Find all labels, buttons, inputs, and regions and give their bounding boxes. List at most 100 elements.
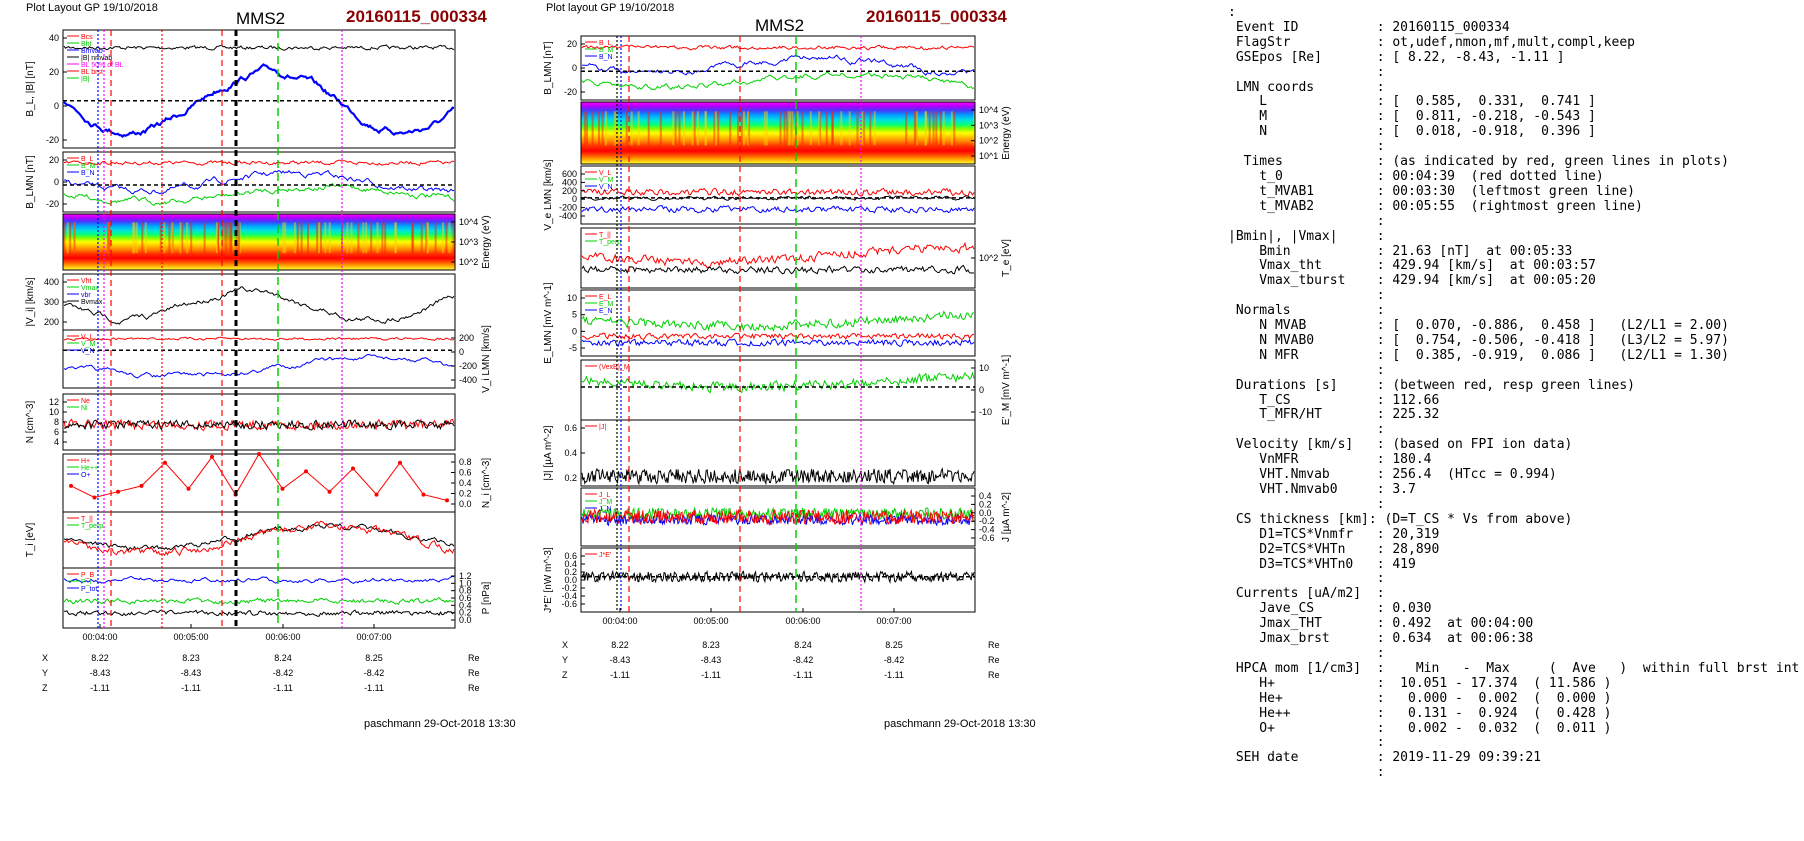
trace-red xyxy=(70,453,448,501)
position-row-label: Z xyxy=(562,670,568,680)
y-axis-label: B_LMN [nT] xyxy=(25,155,36,209)
position-value: -8.42 xyxy=(364,668,385,678)
panel-frame xyxy=(580,165,976,225)
spectrogram-streak xyxy=(69,222,72,254)
spectrogram-streak xyxy=(217,222,220,254)
spectrogram-streak xyxy=(362,222,365,254)
spectrogram-streak xyxy=(840,111,843,146)
y-tick-label: 5 xyxy=(572,310,577,320)
spectrogram-streak xyxy=(693,111,696,146)
legend-label: V_L xyxy=(599,170,612,177)
y-axis-label: J*E' [nW m^-3] xyxy=(543,547,554,613)
panel-frame xyxy=(580,359,976,421)
panel-9: 0.60.40.20.0-0.2-0.4-0.6 J*E' [nW m^-3] J*… xyxy=(543,547,976,613)
spectrogram-streak xyxy=(412,222,415,254)
x-tick-label: 00:07:00 xyxy=(876,616,911,626)
y-tick-label: 10^2 xyxy=(459,257,478,267)
legend-label: Vht xyxy=(81,278,92,285)
legend-label: V_N xyxy=(81,348,95,355)
spectrogram-streak xyxy=(445,222,448,254)
legend-label: T_perp xyxy=(81,523,103,530)
position-value: 8.24 xyxy=(794,640,812,650)
trace-black xyxy=(63,609,455,617)
panel-1: 20 0 -20 B_LMN [nT] B_LB_MB_N xyxy=(543,35,976,101)
position-value: 8.22 xyxy=(611,640,629,650)
legend-label: |J| xyxy=(599,424,606,431)
middle-event-id: 20160115_000334 xyxy=(866,7,1007,26)
spectrogram-streak xyxy=(190,222,193,254)
panel-frame xyxy=(62,29,456,149)
position-unit: Re xyxy=(988,670,1000,680)
y-axis-label: Energy (eV) xyxy=(481,215,492,268)
spectrogram-streak xyxy=(381,222,384,254)
y-tick-label: 0 xyxy=(54,177,59,187)
y-tick-label: 10 xyxy=(567,293,577,303)
panel-7: 0.80.60.40.20.0 N_i [cm^-3] H+He++O+ xyxy=(62,452,492,513)
spectrogram-streak xyxy=(238,222,240,254)
y-tick-label: -20 xyxy=(46,135,59,145)
x-tick-label: 00:05:00 xyxy=(693,616,728,626)
position-row-label: X xyxy=(562,640,568,650)
y-axis-label: |J| [µA m^-2] xyxy=(543,425,554,480)
spectrogram-streak xyxy=(316,222,319,254)
spectrogram-streak xyxy=(225,222,228,254)
y-tick-label: 0.2 xyxy=(459,608,472,618)
legend-label: B_M xyxy=(81,163,96,170)
position-value: -1.11 xyxy=(364,683,384,693)
legend-label: P_i xyxy=(81,579,92,586)
spectrogram-streak xyxy=(973,111,976,146)
y-tick-label: 20 xyxy=(567,39,577,49)
trace-green xyxy=(63,182,455,207)
spectrogram-streak xyxy=(224,222,227,254)
legend-label: Bcs xyxy=(81,34,93,41)
y-tick-label: 0.4 xyxy=(459,600,472,610)
position-row-label: X xyxy=(42,653,48,663)
y-tick-label: -200 xyxy=(559,203,577,213)
trace-black xyxy=(581,467,975,486)
x-tick-label: 00:04:00 xyxy=(602,616,637,626)
panel-8: 0.40.20.0-0.2-0.4-0.6 J [µA m^-2] J_LJ_MJ_… xyxy=(580,487,1012,547)
spectrogram-streak xyxy=(601,111,604,146)
position-row-label: Z xyxy=(42,683,48,693)
spectrogram-streak xyxy=(683,111,685,146)
panel-frame xyxy=(62,567,456,629)
y-tick-label: -400 xyxy=(559,211,577,221)
spectrogram-streak xyxy=(717,111,720,146)
spectrogram-streak xyxy=(583,111,586,146)
y-axis-label: P [nPa] xyxy=(481,581,492,614)
spectrogram-streak xyxy=(950,111,953,146)
spectrogram-streak xyxy=(613,111,616,146)
trace-green xyxy=(581,310,974,332)
legend-label: |B| nmvab xyxy=(81,55,112,62)
spectrogram-streak xyxy=(107,222,110,254)
position-value: -1.11 xyxy=(793,670,813,680)
position-row-label: Y xyxy=(562,655,568,665)
y-tick-label: 0 xyxy=(572,326,577,336)
position-value: -1.11 xyxy=(884,670,904,680)
y-tick-label: 400 xyxy=(44,277,59,287)
spectrogram-streak xyxy=(357,222,360,254)
spectrogram-streak xyxy=(856,111,859,146)
spectrogram-streak xyxy=(791,111,794,146)
legend-label: B_N xyxy=(599,54,613,61)
panel-8: T_i [eV] T_||T_perp xyxy=(25,511,456,569)
spectrogram-streak xyxy=(341,222,343,254)
spectrogram-streak xyxy=(442,222,444,254)
y-tick-label: -10 xyxy=(979,407,992,417)
legend-label: T_|| xyxy=(599,232,611,239)
spectrogram-streak xyxy=(144,222,147,254)
y-tick-label: 200 xyxy=(44,317,59,327)
spectrogram-streak xyxy=(216,222,218,254)
spectrogram-streak xyxy=(179,222,182,254)
position-unit: Re xyxy=(468,653,480,663)
y-tick-label: 0.2 xyxy=(979,499,992,509)
y-tick-label: 6 xyxy=(54,427,59,437)
legend-label: |B| xyxy=(81,76,89,83)
spectrogram-streak xyxy=(714,111,717,146)
y-axis-label: E_LMN [mV m^-1] xyxy=(543,282,554,364)
middle-plot-layout-label: Plot layout GP 19/10/2018 xyxy=(546,2,675,14)
y-axis-label: V_e LMN [km/s] xyxy=(543,159,554,230)
trace-green xyxy=(63,597,455,606)
position-value: 8.24 xyxy=(274,653,292,663)
spectrogram-streak xyxy=(66,222,69,254)
